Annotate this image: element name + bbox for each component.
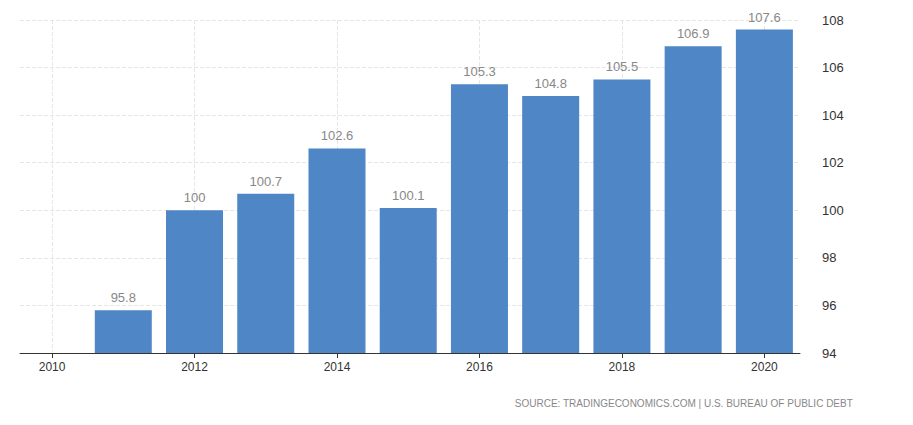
svg-text:2014: 2014 — [324, 360, 351, 374]
svg-text:102: 102 — [822, 155, 844, 170]
svg-text:2018: 2018 — [609, 360, 636, 374]
svg-text:98: 98 — [822, 250, 836, 265]
svg-text:96: 96 — [822, 298, 836, 313]
svg-text:100: 100 — [184, 190, 206, 205]
svg-text:107.6: 107.6 — [748, 10, 781, 25]
svg-text:100: 100 — [822, 203, 844, 218]
svg-text:2016: 2016 — [466, 360, 493, 374]
svg-text:100.1: 100.1 — [392, 188, 425, 203]
svg-text:SOURCE: TRADINGECONOMICS.COM |: SOURCE: TRADINGECONOMICS.COM | U.S. BURE… — [515, 398, 853, 409]
svg-text:102.6: 102.6 — [321, 128, 354, 143]
svg-text:95.8: 95.8 — [111, 290, 136, 305]
svg-text:2010: 2010 — [39, 360, 66, 374]
svg-text:2020: 2020 — [751, 360, 778, 374]
svg-text:94: 94 — [822, 346, 836, 361]
svg-text:108: 108 — [822, 13, 844, 28]
svg-text:104.8: 104.8 — [534, 76, 567, 91]
svg-text:106.9: 106.9 — [677, 26, 710, 41]
svg-text:2012: 2012 — [181, 360, 208, 374]
svg-text:104: 104 — [822, 108, 844, 123]
svg-text:105.3: 105.3 — [463, 64, 496, 79]
svg-text:106: 106 — [822, 60, 844, 75]
svg-text:105.5: 105.5 — [606, 59, 639, 74]
svg-text:100.7: 100.7 — [249, 174, 282, 189]
